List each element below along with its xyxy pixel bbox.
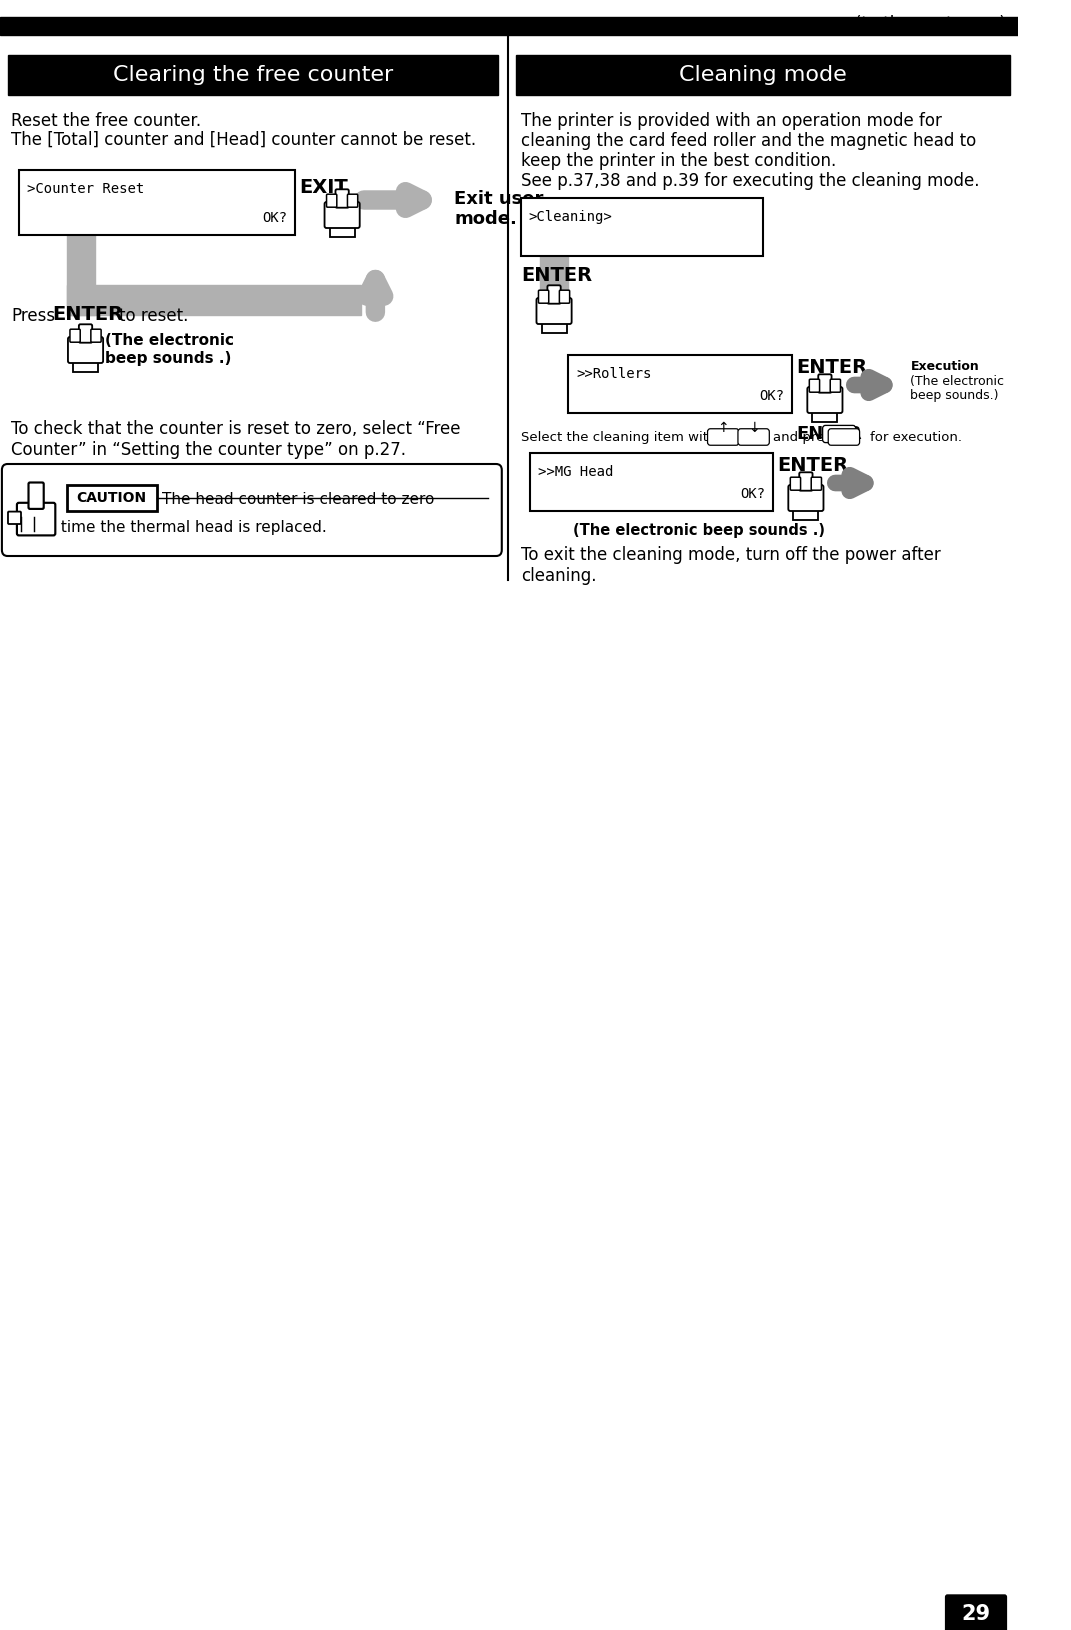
Text: ENTER: ENTER [797,359,868,377]
Bar [813,409,838,422]
Bar [540,256,569,321]
Text: cleaning.: cleaning. [521,567,597,585]
FancyBboxPatch shape [7,512,21,523]
Bar [516,55,1010,95]
FancyBboxPatch shape [327,194,336,207]
Bar [521,197,764,256]
Text: The printer is provided with an operation mode for: The printer is provided with an operatio… [521,112,941,130]
Text: (to the next page): (to the next page) [855,15,1006,33]
Text: The head counter is cleared to zero: The head counter is cleared to zero [162,492,434,507]
Text: CAUTION: CAUTION [77,491,147,505]
Text: >Cleaning>: >Cleaning> [528,210,613,223]
Bar [542,319,567,333]
Text: ENTER: ENTER [521,266,592,285]
Text: To check that the counter is reset to zero, select “Free: To check that the counter is reset to ze… [12,421,461,438]
Text: beep sounds.): beep sounds.) [910,390,999,403]
FancyBboxPatch shape [811,478,821,491]
Bar [0,16,1017,34]
FancyBboxPatch shape [828,429,860,445]
Text: (The electronic beep sounds .): (The electronic beep sounds .) [573,523,825,538]
Text: Clearing the free counter: Clearing the free counter [112,65,393,85]
FancyBboxPatch shape [347,194,358,207]
Text: ↑: ↑ [718,421,729,435]
FancyBboxPatch shape [67,337,103,363]
Bar [19,170,295,235]
Text: and press: and press [772,430,838,443]
Text: ENTER: ENTER [778,456,848,474]
FancyBboxPatch shape [70,329,80,342]
Text: EXIT: EXIT [300,178,348,197]
Bar [66,486,156,510]
Bar [330,223,355,236]
FancyBboxPatch shape [708,429,739,445]
FancyBboxPatch shape [91,329,101,342]
Text: 29: 29 [962,1604,991,1623]
Text: to reset.: to reset. [119,306,188,324]
FancyBboxPatch shape [738,429,769,445]
Text: >>Rollers: >>Rollers [576,367,651,381]
Text: OK?: OK? [740,487,765,500]
FancyBboxPatch shape [799,473,813,491]
Text: Exit user: Exit user [454,191,544,209]
Bar [530,453,772,510]
Text: Press: Press [12,306,56,324]
Text: ENTER: ENTER [797,425,862,443]
Text: OK?: OK? [759,390,784,403]
FancyBboxPatch shape [547,285,561,303]
Text: >>MG Head: >>MG Head [538,465,614,479]
Text: for execution.: for execution. [870,430,962,443]
FancyBboxPatch shape [539,290,548,303]
Bar [66,285,361,315]
Bar [794,507,818,520]
FancyBboxPatch shape [818,375,831,393]
Text: Select the cleaning item with: Select the cleaning item with [521,430,716,443]
Text: Counter” in “Setting the counter type” on p.27.: Counter” in “Setting the counter type” o… [12,442,406,460]
FancyBboxPatch shape [537,298,572,324]
FancyBboxPatch shape [2,465,502,556]
FancyBboxPatch shape [810,380,819,393]
Bar [66,235,95,315]
FancyBboxPatch shape [17,502,56,535]
Text: ↓: ↓ [748,421,759,435]
FancyBboxPatch shape [808,386,843,412]
Text: beep sounds .): beep sounds .) [105,350,231,367]
FancyBboxPatch shape [29,482,44,509]
Text: (The electronic: (The electronic [910,375,1005,388]
FancyBboxPatch shape [79,324,92,342]
Bar [7,55,498,95]
Text: OK?: OK? [262,210,287,225]
Text: Execution: Execution [910,360,979,373]
Text: Reset the free counter.: Reset the free counter. [12,112,201,130]
FancyBboxPatch shape [325,202,360,228]
Bar [73,359,99,372]
FancyBboxPatch shape [830,380,841,393]
Text: (The electronic: (The electronic [105,333,233,347]
FancyBboxPatch shape [559,290,570,303]
Text: mode.: mode. [454,210,517,228]
Text: The [Total] counter and [Head] counter cannot be reset.: The [Total] counter and [Head] counter c… [12,130,477,148]
Text: each time the thermal head is replaced.: each time the thermal head is replaced. [19,520,327,535]
FancyBboxPatch shape [946,1596,1007,1630]
Text: cleaning the card feed roller and the magnetic head to: cleaning the card feed roller and the ma… [521,132,976,150]
Bar [569,355,791,412]
FancyBboxPatch shape [823,425,856,443]
Text: >Counter Reset: >Counter Reset [27,183,144,196]
Text: Cleaning mode: Cleaning mode [679,65,847,85]
FancyBboxPatch shape [790,478,801,491]
Text: To exit the cleaning mode, turn off the power after: To exit the cleaning mode, turn off the … [521,546,940,564]
FancyBboxPatch shape [335,189,349,207]
Text: See p.37,38 and p.39 for executing the cleaning mode.: See p.37,38 and p.39 for executing the c… [521,173,979,191]
Text: keep the printer in the best condition.: keep the printer in the best condition. [521,152,836,170]
FancyBboxPatch shape [788,486,824,510]
Text: ENTER: ENTER [52,305,123,324]
